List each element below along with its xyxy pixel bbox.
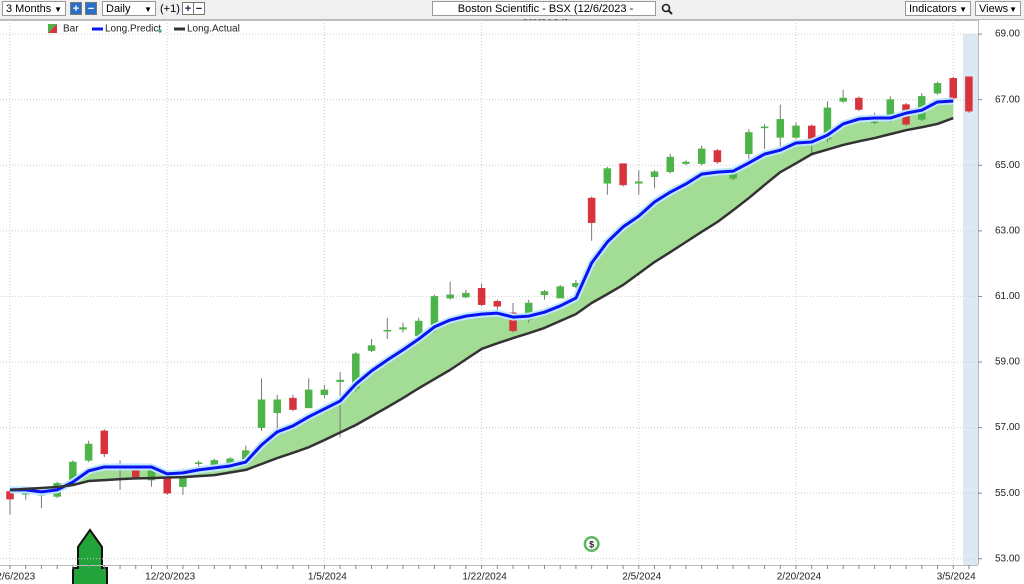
candle-body (650, 171, 659, 177)
search-icon[interactable] (661, 3, 673, 15)
candle-body (194, 462, 203, 464)
candle-body (462, 292, 470, 298)
candle-body (697, 148, 706, 164)
offset-label: (+1) (160, 3, 180, 15)
candle-body (540, 291, 549, 296)
candle-body (949, 78, 957, 99)
x-tick-label: 1/5/2024 (308, 572, 347, 583)
candle-body (666, 156, 674, 173)
candle-body (509, 312, 517, 332)
legend-label: Long.Predict (105, 24, 161, 35)
predict-line (10, 99, 954, 494)
chart: 53.00 55.00 57.00 59.00 61.00 63.00 65.00 67.00… (0, 20, 1024, 584)
candle-body (399, 327, 407, 330)
signal-arrow (72, 528, 108, 584)
candle-body (336, 379, 344, 382)
candle-body (367, 345, 376, 351)
indicators-menu[interactable]: Indicators (905, 1, 971, 17)
candle-body (84, 443, 93, 461)
y-tick-label: 55.00 (995, 488, 1020, 499)
candle-body (933, 83, 942, 94)
zoom-out[interactable]: − (85, 2, 97, 15)
y-tick-label: 67.00 (995, 94, 1020, 105)
candle-body (556, 286, 564, 299)
legend: Bar Long.Predict Long.Actual (48, 24, 240, 35)
x-tick-label: 2/20/2024 (777, 572, 822, 583)
candle-body (446, 294, 454, 299)
offset-minus[interactable]: − (193, 2, 205, 15)
y-tick-label: 59.00 (995, 357, 1020, 368)
candle-body (619, 163, 627, 186)
candle-body (383, 329, 392, 332)
candle-body (635, 181, 643, 184)
candle-body (257, 399, 266, 428)
actual-line (9, 116, 954, 492)
candle-body (855, 97, 863, 110)
legend-label: Long.Actual (187, 24, 240, 35)
y-tick-label: 63.00 (995, 225, 1020, 236)
current-bar-highlight (963, 34, 978, 565)
y-tick-label: 53.00 (995, 553, 1020, 564)
y-tick-label: 61.00 (995, 291, 1020, 302)
x-tick-label: 12/20/2023 (145, 572, 195, 583)
candle-body (477, 287, 486, 305)
candle-body (682, 161, 690, 164)
candle-body (273, 399, 281, 414)
candle-body (745, 132, 753, 155)
candle-body (713, 150, 722, 163)
spread-fill (10, 100, 954, 492)
symbol-field[interactable]: Boston Scientific - BSX (12/6/2023 - 3/6… (432, 1, 656, 30)
candle-body (304, 389, 313, 409)
x-tick-label: 12/6/2023 (0, 572, 36, 583)
background (0, 20, 1024, 584)
candle-body (493, 301, 502, 307)
legend-dot (158, 29, 162, 33)
y-tick-label: 57.00 (995, 422, 1020, 433)
candle-body (776, 119, 785, 138)
dividend-icon (586, 538, 598, 550)
candle-body (823, 107, 832, 140)
zoom-in[interactable]: + (70, 2, 82, 15)
period-select[interactable]: 3 Months (2, 1, 66, 17)
candle-body (792, 125, 800, 138)
legend-label: Bar (63, 24, 79, 35)
dividend-label: $ (589, 539, 594, 549)
candle-body (100, 430, 109, 455)
candle-body (965, 76, 973, 112)
y-tick-label: 65.00 (995, 160, 1020, 171)
candle-body (289, 397, 297, 410)
candle-body (320, 389, 329, 396)
candle-body (839, 97, 847, 102)
toolbar: 3 Months + − Daily (+1) + − Boston Scien… (0, 0, 1024, 30)
x-tick-label: 2/5/2024 (622, 572, 661, 583)
candle-body (760, 126, 769, 129)
candle-body (587, 197, 596, 223)
interval-select[interactable]: Daily (102, 1, 156, 17)
x-tick-label: 1/22/2024 (462, 572, 507, 583)
y-tick-label: 69.00 (995, 29, 1020, 40)
legend-icon (48, 24, 57, 33)
views-menu[interactable]: Views (975, 1, 1021, 17)
x-tick-label: 3/5/2024 (937, 572, 976, 583)
candle-body (603, 168, 612, 184)
